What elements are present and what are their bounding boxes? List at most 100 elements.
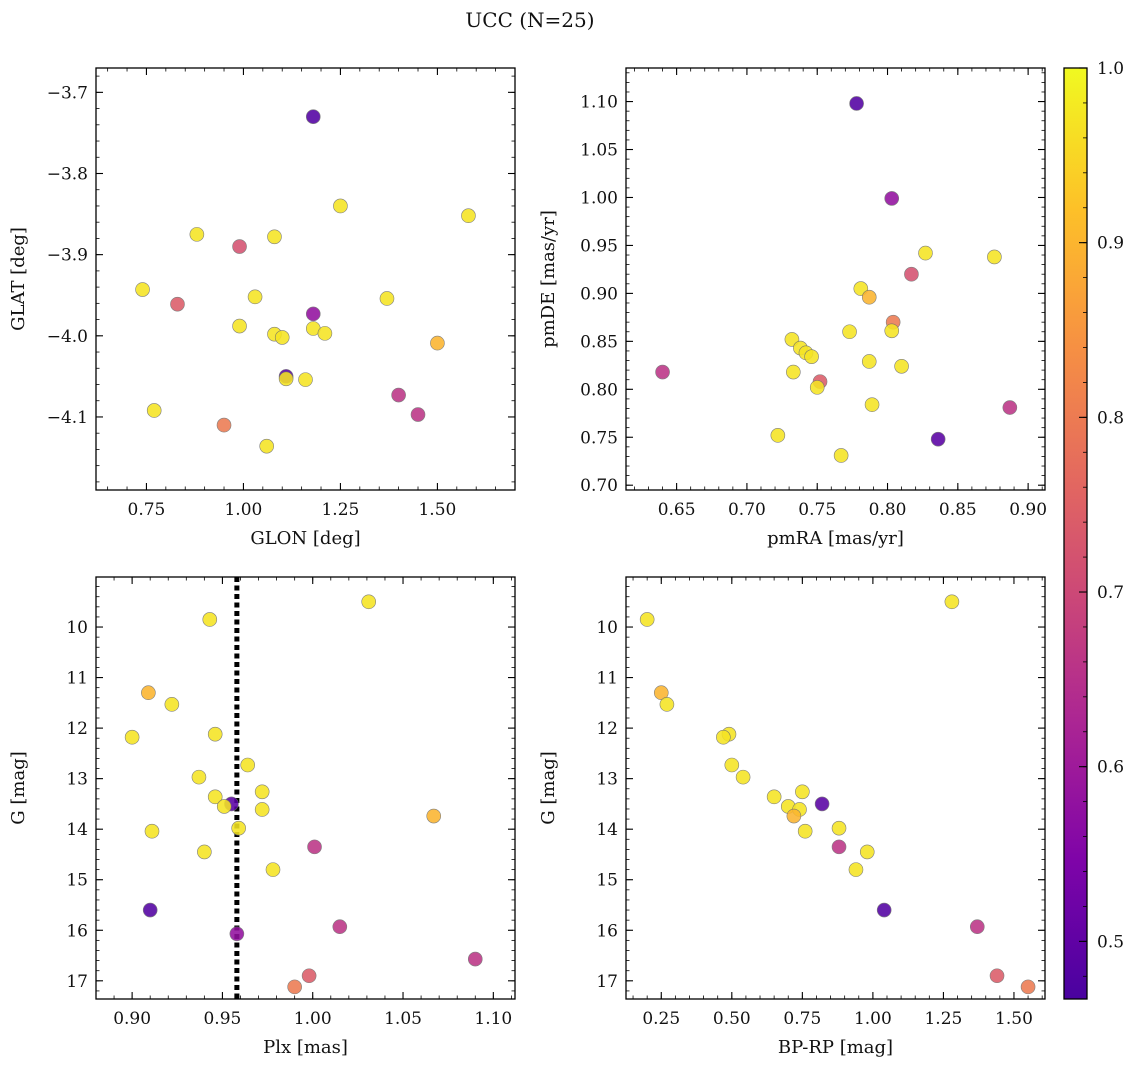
y-axis-label: G [mag] — [8, 751, 29, 824]
y-axis-label: GLAT [deg] — [8, 227, 29, 331]
scatter-point — [861, 354, 877, 369]
y-tick-label: −3.7 — [47, 83, 88, 103]
scatter-point — [814, 796, 830, 812]
y-tick-label: 11 — [66, 669, 88, 689]
y-tick-label: 0.95 — [580, 236, 618, 256]
scatter-point — [894, 358, 909, 374]
scatter-point — [232, 239, 247, 254]
scatter-point — [142, 902, 158, 918]
colorbar-tick-label: 0.9 — [1097, 234, 1124, 254]
scatter-point — [786, 364, 801, 380]
y-tick-label: 0.70 — [580, 476, 618, 496]
scatter-point — [333, 198, 348, 214]
axes-frame — [95, 576, 516, 1000]
scatter-point — [735, 769, 751, 785]
x-axis-label: pmRA [mas/yr] — [767, 528, 904, 549]
scatter-point — [969, 919, 985, 935]
scatter-point — [989, 968, 1005, 984]
x-tick-label: 1.50 — [995, 1009, 1033, 1029]
x-tick-label: 0.75 — [128, 500, 166, 520]
colorbar-tick-label: 0.7 — [1097, 583, 1124, 603]
scatter-point — [216, 417, 232, 433]
scatter-point — [232, 318, 247, 334]
y-tick-label: 1.10 — [580, 93, 618, 113]
scatter-point — [716, 729, 731, 745]
scatter-point — [207, 726, 223, 742]
scatter-point — [410, 407, 426, 422]
scatter-point — [1020, 979, 1036, 995]
scatter-point — [786, 808, 802, 824]
y-tick-label: 0.90 — [580, 284, 618, 304]
y-tick-label: 14 — [66, 820, 88, 840]
scatter-point — [461, 208, 476, 223]
x-tick-label: 0.90 — [1009, 500, 1047, 520]
y-tick-label: 17 — [596, 972, 618, 992]
y-tick-label: −4.1 — [47, 408, 88, 428]
scatter-point — [231, 820, 246, 836]
scatter-point — [247, 289, 263, 305]
scatter-point — [904, 266, 919, 282]
x-tick-label: 1.00 — [224, 500, 262, 520]
y-tick-label: 1.00 — [580, 188, 618, 208]
scatter-point — [467, 951, 483, 967]
scatter-point — [254, 784, 270, 800]
y-axis-label: G [mag] — [538, 751, 559, 824]
scatter-point — [930, 431, 946, 447]
scatter-point — [305, 306, 321, 322]
scatter-point — [655, 364, 670, 380]
scatter-point — [164, 697, 180, 712]
scatter-point — [859, 844, 875, 860]
scatter-point — [254, 802, 270, 817]
scatter-point — [216, 799, 232, 814]
y-tick-label: 13 — [596, 770, 618, 790]
scatter-point — [317, 326, 333, 341]
y-tick-label: 16 — [66, 921, 88, 941]
colorbar: 0.5 0.6 0.7 0.8 0.9 1.0 — [1063, 59, 1124, 1000]
y-tick-label: 0.75 — [580, 428, 618, 448]
x-tick-label: 0.65 — [658, 500, 696, 520]
x-axis-label: BP-RP [mag] — [778, 1037, 893, 1058]
panel-pmra-pmde: 0.65 0.70 0.75 0.80 0.85 0.90 0.70 0.75 0.80 0.85… — [538, 67, 1047, 549]
scatter-point — [301, 968, 317, 984]
scatter-point — [141, 685, 156, 701]
scatter-point — [144, 823, 160, 839]
y-tick-label: 12 — [596, 719, 618, 739]
scatter-point — [278, 371, 294, 387]
x-tick-label: 0.50 — [713, 1009, 751, 1029]
scatter-point — [842, 324, 857, 340]
scatter-point — [659, 697, 675, 712]
colorbar-tick-label: 0.8 — [1097, 408, 1124, 428]
scatter-point — [639, 612, 655, 627]
scatter-point — [298, 372, 313, 387]
scatter-point — [391, 387, 406, 403]
y-tick-label: −3.9 — [47, 246, 88, 266]
x-tick-label: 1.00 — [294, 1009, 332, 1029]
scatter-point — [861, 289, 877, 305]
scatter-point — [918, 245, 933, 261]
scatter-point — [240, 757, 256, 773]
panel-bprp-g: 0.25 0.50 0.75 1.00 1.25 1.50 10 11 12 13 14 15 16 17… — [538, 576, 1046, 1058]
colorbar-tick-label: 0.6 — [1097, 758, 1124, 778]
x-tick-label: 0.90 — [113, 1009, 151, 1029]
x-tick-label: 0.75 — [783, 1009, 821, 1029]
x-axis-label: Plx [mas] — [263, 1037, 348, 1058]
x-tick-label: 0.75 — [798, 500, 836, 520]
x-tick-label: 1.10 — [474, 1009, 512, 1029]
scatter-point — [265, 862, 281, 877]
colorbar-frame — [1063, 67, 1088, 1000]
x-tick-label: 1.25 — [321, 500, 359, 520]
scatter-point — [944, 594, 960, 610]
scatter-point — [766, 789, 782, 805]
axes-frame — [95, 67, 516, 491]
y-tick-label: 1.05 — [580, 141, 618, 161]
y-tick-label: 11 — [596, 669, 618, 689]
scatter-point — [795, 784, 810, 800]
figure-title: UCC (N=25) — [465, 8, 594, 32]
scatter-point — [202, 612, 218, 627]
scatter-point — [197, 844, 212, 860]
scatter-point — [864, 397, 880, 412]
scatter-point — [361, 594, 377, 610]
y-tick-label: 12 — [66, 719, 88, 739]
scatter-point — [848, 862, 864, 877]
colorbar-tick-label: 1.0 — [1097, 59, 1124, 79]
